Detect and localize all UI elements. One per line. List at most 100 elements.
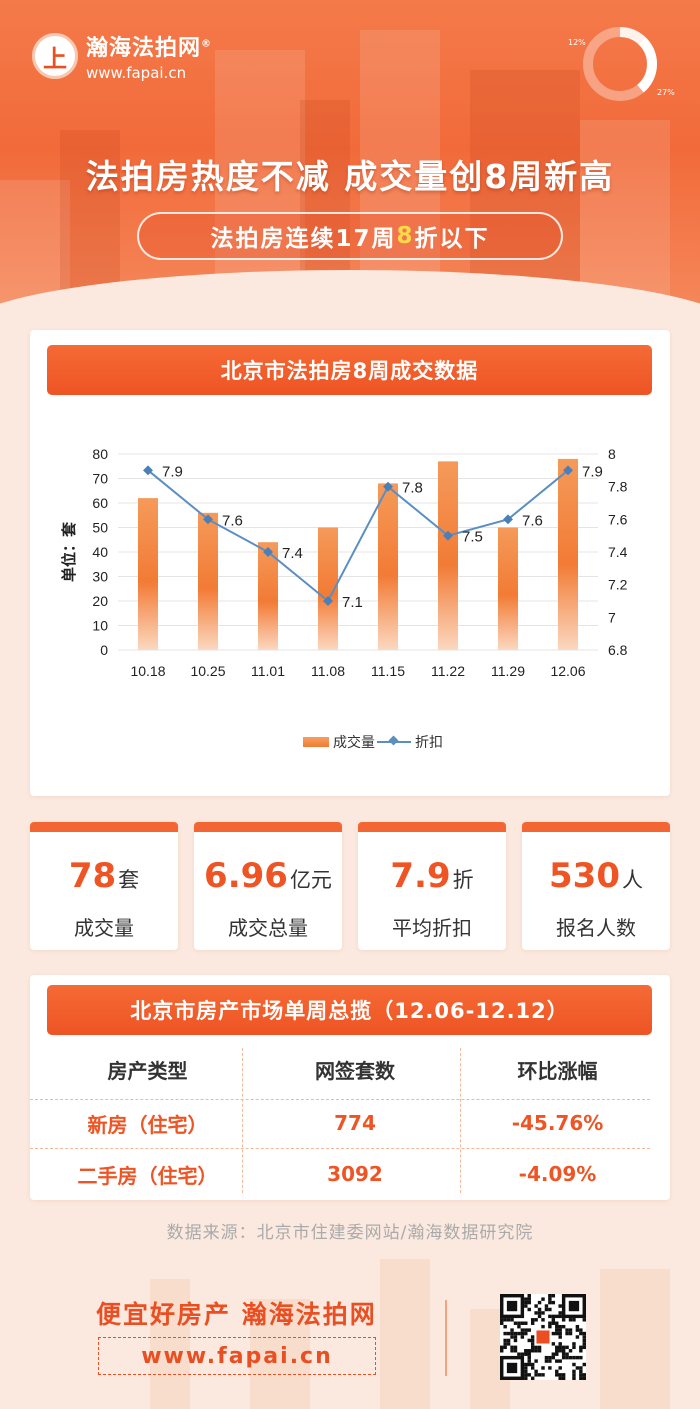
brand-logo[interactable]: 上 瀚海法拍网® www.fapai.cn bbox=[32, 30, 212, 82]
qr-module bbox=[537, 1300, 542, 1305]
qr-module bbox=[527, 1373, 531, 1377]
qr-module bbox=[530, 1345, 535, 1350]
table-cell: 774 bbox=[334, 1111, 376, 1135]
qr-module bbox=[541, 1373, 545, 1377]
qr-module bbox=[527, 1352, 531, 1356]
qr-code-icon[interactable] bbox=[500, 1294, 586, 1380]
qr-module bbox=[534, 1318, 538, 1322]
qr-module bbox=[513, 1338, 518, 1343]
qr-module bbox=[558, 1342, 562, 1346]
qr-module bbox=[555, 1359, 559, 1363]
footer-url-link[interactable]: www.fapai.cn bbox=[98, 1337, 376, 1375]
qr-module bbox=[548, 1300, 552, 1305]
qr-module bbox=[500, 1345, 504, 1350]
qr-module bbox=[575, 1335, 580, 1339]
y-tick-label: 70 bbox=[92, 471, 108, 487]
donut-slice bbox=[636, 37, 657, 93]
qr-module bbox=[582, 1345, 586, 1350]
qr-module bbox=[527, 1355, 531, 1360]
qr-module bbox=[555, 1349, 559, 1353]
qr-module bbox=[565, 1345, 569, 1350]
stat-card-discount: 7.9折 平均折扣 bbox=[358, 822, 506, 950]
qr-module bbox=[558, 1314, 562, 1319]
qr-module bbox=[513, 1331, 518, 1336]
qr-module bbox=[503, 1342, 507, 1346]
qr-module bbox=[527, 1297, 531, 1301]
subtitle-text: 法拍房连续17周 bbox=[210, 226, 397, 252]
qr-module bbox=[558, 1304, 562, 1308]
x-tick-label: 11.01 bbox=[251, 663, 285, 679]
qr-module bbox=[548, 1366, 552, 1370]
stat-value: 78 bbox=[68, 856, 117, 896]
table-header-cell: 环比涨幅 bbox=[517, 1058, 598, 1083]
qr-module bbox=[579, 1366, 583, 1370]
qr-module bbox=[568, 1300, 580, 1312]
qr-module bbox=[572, 1342, 576, 1346]
data-source: 数据来源：北京市住建委网站/瀚海数据研究院 bbox=[166, 1223, 534, 1243]
qr-module bbox=[517, 1352, 521, 1356]
qr-module bbox=[506, 1362, 518, 1374]
qr-module bbox=[536, 1330, 550, 1344]
qr-module bbox=[582, 1362, 586, 1367]
line-point bbox=[383, 481, 393, 492]
y-tick-label: 40 bbox=[92, 544, 108, 560]
x-tick-label: 11.29 bbox=[491, 663, 525, 679]
y2-tick-label: 7.2 bbox=[608, 577, 628, 593]
qr-module bbox=[513, 1349, 518, 1353]
data-label: 7.9 bbox=[162, 463, 183, 480]
stat-label: 平均折扣 bbox=[392, 916, 472, 940]
chart-section-banner: 北京市法拍房8周成交数据 bbox=[47, 345, 652, 395]
qr-module bbox=[527, 1338, 531, 1343]
qr-module bbox=[579, 1345, 583, 1350]
qr-module bbox=[524, 1376, 528, 1380]
qr-module bbox=[575, 1328, 580, 1332]
qr-module bbox=[537, 1345, 542, 1350]
y-axis-label: 单位：套 bbox=[60, 521, 78, 582]
qr-module bbox=[544, 1304, 549, 1308]
qr-module bbox=[579, 1376, 583, 1380]
qr-module bbox=[524, 1321, 528, 1325]
y2-tick-label: 7.4 bbox=[608, 544, 628, 560]
qr-module bbox=[558, 1311, 562, 1315]
qr-module bbox=[565, 1355, 569, 1360]
y-tick-label: 10 bbox=[92, 618, 108, 634]
qr-module bbox=[582, 1342, 586, 1346]
table-header-row: 房产类型 网签套数 环比涨幅 bbox=[50, 1042, 650, 1096]
qr-module bbox=[579, 1328, 583, 1332]
legend-label: 成交量 bbox=[333, 735, 375, 751]
footer-decor bbox=[0, 1250, 700, 1409]
qr-module bbox=[503, 1324, 507, 1329]
qr-module bbox=[520, 1321, 525, 1325]
qr-module bbox=[572, 1373, 576, 1377]
qr-module bbox=[555, 1345, 559, 1350]
stat-unit: 套 bbox=[118, 868, 140, 892]
y2-tick-label: 6.8 bbox=[608, 642, 628, 658]
qr-module bbox=[565, 1331, 569, 1336]
qr-module bbox=[558, 1328, 562, 1332]
y-tick-label: 0 bbox=[100, 642, 108, 658]
qr-module bbox=[572, 1362, 576, 1367]
qr-module bbox=[500, 1321, 504, 1325]
qr-module bbox=[524, 1366, 528, 1370]
y2-tick-label: 7.8 bbox=[608, 479, 628, 495]
qr-module bbox=[561, 1352, 566, 1356]
qr-module bbox=[555, 1328, 559, 1332]
qr-module bbox=[530, 1321, 535, 1325]
bar bbox=[138, 498, 158, 650]
qr-module bbox=[548, 1321, 552, 1325]
stat-card-registrants: 530人 报名人数 bbox=[522, 822, 670, 950]
x-tick-label: 12.06 bbox=[550, 663, 585, 679]
qr-module bbox=[558, 1345, 562, 1350]
qr-module bbox=[561, 1345, 566, 1350]
qr-module bbox=[548, 1324, 552, 1329]
qr-module bbox=[541, 1297, 545, 1301]
qr-module bbox=[510, 1335, 514, 1339]
qr-module bbox=[500, 1349, 504, 1353]
line-point bbox=[263, 547, 273, 557]
x-tick-label: 11.08 bbox=[311, 663, 345, 679]
qr-module bbox=[551, 1294, 556, 1298]
table-row: 二手房（住宅） 3092 -4.09% bbox=[50, 1147, 650, 1201]
qr-module bbox=[561, 1349, 566, 1353]
qr-module bbox=[568, 1318, 573, 1322]
qr-module bbox=[555, 1369, 559, 1374]
